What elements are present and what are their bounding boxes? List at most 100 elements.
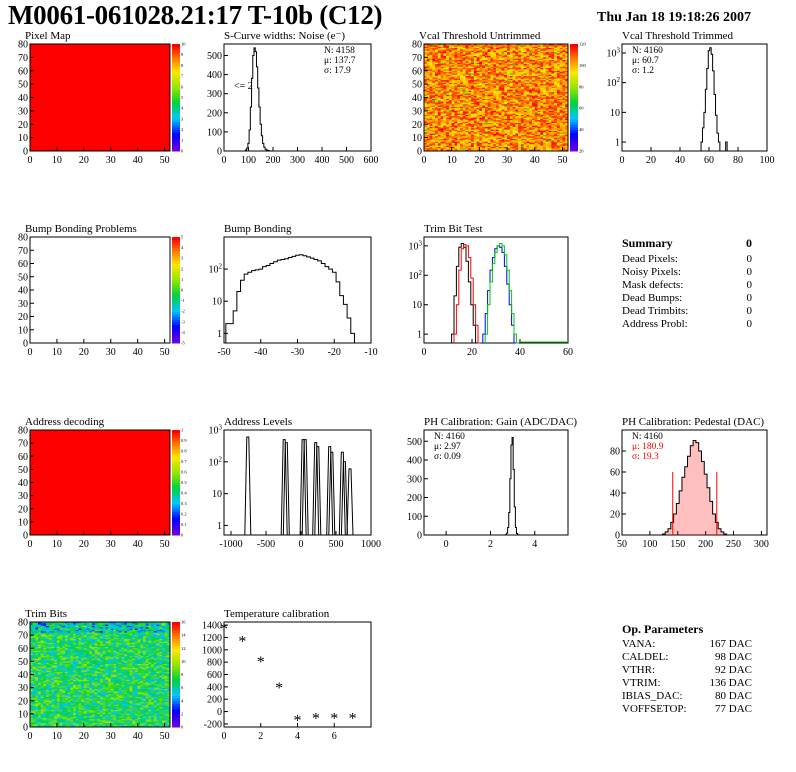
vcal-untrimmed-cell <box>562 60 566 62</box>
vcal-untrimmed-cell <box>465 134 469 137</box>
vcal-untrimmed-cell <box>437 136 442 139</box>
vcal-untrimmed-cell <box>559 69 563 72</box>
vcal-untrimmed-cell <box>471 85 475 88</box>
vcal-untrimmed-cell <box>484 141 489 144</box>
vcal-untrimmed-cell <box>509 108 514 110</box>
vcal-untrimmed-cell <box>498 113 502 116</box>
vcal-untrimmed-cell <box>520 142 525 145</box>
vcal-untrimmed-cell <box>435 145 439 148</box>
bump-bonding-problems-palette-step <box>172 250 180 254</box>
vcal-untrimmed-cell <box>512 129 516 132</box>
vcal-untrimmed-cell <box>479 137 483 140</box>
vcal-untrimmed-ytick-label: 50 <box>412 80 422 91</box>
vcal-untrimmed-cell <box>540 116 544 118</box>
vcal-untrimmed-cell <box>509 146 514 149</box>
vcal-untrimmed-cell <box>518 81 522 84</box>
vcal-untrimmed-cell <box>515 112 519 114</box>
vcal-untrimmed-cell <box>457 146 461 149</box>
vcal-untrimmed-cell <box>526 128 530 130</box>
vcal-untrimmed-cell <box>435 82 439 85</box>
vcal-untrimmed-cell <box>457 58 461 61</box>
trim-bits-cell <box>32 688 36 691</box>
vcal-untrimmed-cell <box>473 62 478 65</box>
vcal-untrimmed-cell <box>515 110 519 113</box>
vcal-untrimmed-cell <box>443 100 447 102</box>
vcal-untrimmed-palette-step <box>570 137 578 141</box>
trim-bit-test-xtick-label: 40 <box>515 347 525 358</box>
vcal-untrimmed-cell <box>429 118 433 121</box>
vcal-untrimmed-cell <box>440 58 444 61</box>
vcal-untrimmed-cell <box>515 130 519 133</box>
pixel-map-ytick-label: 10 <box>18 133 28 144</box>
vcal-untrimmed-cell <box>559 106 563 109</box>
vcal-untrimmed-cell <box>465 88 469 90</box>
vcal-untrimmed-cell <box>493 89 497 92</box>
vcal-untrimmed-cell <box>435 94 439 97</box>
vcal-untrimmed-cell <box>426 80 430 82</box>
vcal-untrimmed-cell <box>518 141 522 144</box>
vcal-untrimmed-cell <box>562 64 566 66</box>
vcal-untrimmed-cell <box>479 88 483 90</box>
vcal-untrimmed-cell <box>515 121 519 124</box>
vcal-untrimmed-cell <box>520 134 525 137</box>
vcal-untrimmed-cell <box>543 84 547 86</box>
vcal-untrimmed-cell <box>512 144 516 147</box>
vcal-untrimmed-cell <box>543 62 547 65</box>
vcal-untrimmed-cell <box>484 96 489 98</box>
address-decoding-palette-step <box>172 435 180 439</box>
vcal-untrimmed-cell <box>437 88 442 90</box>
bump-bonding-problems-palette-tick: 4 <box>181 245 184 250</box>
trim-bits-cell <box>35 649 39 652</box>
vcal-untrimmed-cell <box>482 100 486 102</box>
vcal-untrimmed-cell <box>448 118 453 121</box>
vcal-untrimmed-cell <box>424 84 428 86</box>
vcal-untrimmed-cell <box>484 129 489 132</box>
vcal-untrimmed-cell <box>545 69 550 72</box>
vcal-untrimmed-cell <box>537 80 541 82</box>
vcal-untrimmed-cell <box>532 132 536 135</box>
vcal-untrimmed-cell <box>496 122 500 125</box>
vcal-untrimmed-cell <box>493 126 497 129</box>
vcal-untrimmed-cell <box>518 76 522 78</box>
vcal-untrimmed-cell <box>545 146 550 149</box>
vcal-untrimmed-cell <box>426 85 430 88</box>
vcal-untrimmed-cell <box>490 90 494 93</box>
vcal-untrimmed-cell <box>440 54 444 57</box>
vcal-untrimmed-cell <box>473 78 478 81</box>
vcal-untrimmed-cell <box>515 74 519 77</box>
vcal-untrimmed-cell <box>520 44 525 46</box>
pixel-map-palette-step <box>172 132 180 136</box>
vcal-untrimmed-cell <box>476 129 480 132</box>
vcal-untrimmed-cell <box>429 61 433 64</box>
vcal-untrimmed-cell <box>509 145 514 148</box>
vcal-untrimmed-cell <box>479 86 483 89</box>
bump-bonding-ytick-label: 1 <box>217 329 222 340</box>
vcal-untrimmed-cell <box>507 145 511 148</box>
vcal-untrimmed-cell <box>432 44 436 46</box>
vcal-untrimmed-cell <box>548 141 552 144</box>
vcal-untrimmed-cell <box>520 102 525 105</box>
trim-bits-cell <box>38 636 42 639</box>
vcal-untrimmed-cell <box>426 66 430 69</box>
vcal-untrimmed-cell <box>562 142 566 145</box>
vcal-untrimmed-cell <box>545 45 550 48</box>
vcal-untrimmed-cell <box>526 96 530 98</box>
trim-bit-test-ytick-label: 102 <box>409 269 423 282</box>
vcal-untrimmed-cell <box>451 65 455 68</box>
vcal-untrimmed-cell <box>556 138 561 141</box>
vcal-untrimmed-cell <box>448 136 453 139</box>
vcal-untrimmed-cell <box>426 89 430 92</box>
vcal-untrimmed-cell <box>437 86 442 89</box>
vcal-untrimmed-cell <box>482 114 486 117</box>
vcal-untrimmed-cell <box>545 73 550 76</box>
pixel-map-palette-step <box>172 89 180 93</box>
vcal-untrimmed-palette-step <box>570 124 578 128</box>
vcal-untrimmed-cell <box>432 81 436 84</box>
vcal-untrimmed-cell <box>437 138 442 141</box>
vcal-untrimmed-cell <box>465 145 469 148</box>
vcal-untrimmed-cell <box>479 64 483 66</box>
vcal-untrimmed-cell <box>540 94 544 97</box>
vcal-untrimmed-cell <box>471 56 475 58</box>
vcal-untrimmed-cell <box>565 113 569 116</box>
vcal-untrimmed-cell <box>537 76 541 78</box>
